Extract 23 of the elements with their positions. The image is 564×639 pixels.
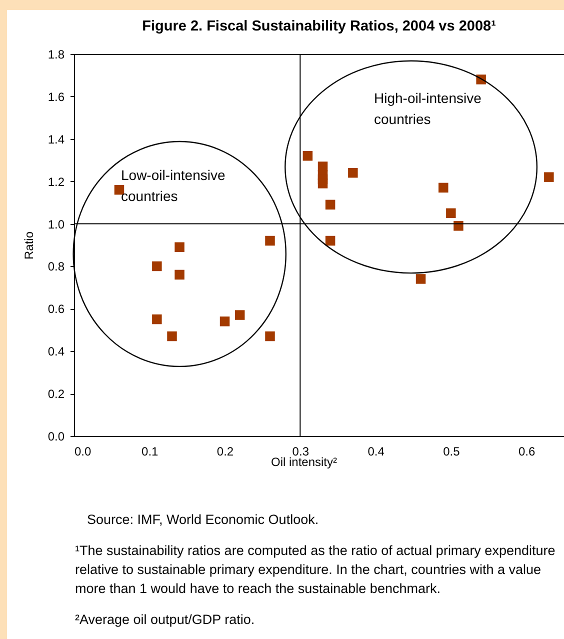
- x-tick-label: 0.2: [216, 444, 234, 458]
- y-tick-label: 0.4: [48, 344, 65, 359]
- y-tick-label: 0.6: [48, 302, 65, 316]
- annotation: High-oil-intensive countries: [374, 90, 482, 127]
- y-tick-label: 0.8: [48, 260, 65, 274]
- y-tick-label: 1.2: [48, 174, 65, 189]
- x-tick-label: 0.5: [443, 444, 460, 458]
- annotation: Low-oil-intensive countries: [121, 167, 226, 204]
- y-tick-label: 0.0: [48, 430, 65, 444]
- chart-title: Figure 2. Fiscal Sustainability Ratios, 2004 vs 2008¹: [142, 18, 496, 34]
- y-axis-title: Ratio: [22, 231, 36, 260]
- source-note: Source: IMF, World Economic Outlook.: [87, 511, 320, 529]
- x-tick-label: 0.0: [74, 444, 92, 458]
- y-tick-label: 1.0: [48, 217, 65, 232]
- x-tick-label: 0.1: [142, 444, 159, 458]
- text: ¹The sustainability ratios are computed as the ratio of actual primary expenditure relative to sustainable primary expenditure. In the chart, countries with a value more than 1 would have to reach the sustainable benchmark.: [75, 542, 556, 598]
- y-tick-label: 1.8: [48, 48, 65, 62]
- y-tick-label: 1.6: [48, 90, 65, 104]
- x-tick-label: 0.6: [518, 444, 536, 458]
- y-tick-label: 1.4: [48, 132, 65, 146]
- x-tick-label: 0.4: [368, 444, 385, 458]
- y-tick-label: 0.2: [48, 387, 65, 402]
- text: ²Average oil output/GDP ratio.: [75, 611, 256, 629]
